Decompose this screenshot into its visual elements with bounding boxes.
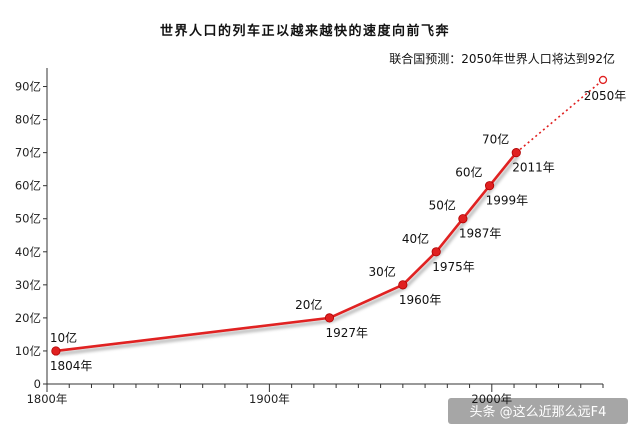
data-point [431,247,441,257]
chart-subtitle: 联合国预测：2050年世界人口将达到92亿 [389,51,615,66]
x-tick-label: 1900年 [249,392,290,406]
value-label: 50亿 [429,198,456,213]
value-label: 20亿 [295,297,322,312]
y-tick-label: 30亿 [15,278,41,292]
value-label: 60亿 [455,165,482,180]
data-point [324,313,335,323]
projection-line [515,79,604,154]
projection-year-label: 2050年 [584,89,627,103]
y-tick-label: 90亿 [15,80,41,94]
y-tick-label: 20亿 [15,311,41,325]
axes: 0 10亿 20亿 30亿 40亿 50亿 60亿 70亿 80亿 90亿 1800年 1900年 20… [15,68,604,406]
value-label: 70亿 [482,132,509,147]
value-label: 30亿 [369,264,396,279]
data-point [458,214,468,224]
projection-point [598,75,608,85]
data-point [484,181,495,191]
y-tick-label: 10亿 [15,344,41,358]
year-label: 1927年 [325,326,368,340]
year-label: 1975年 [432,260,475,274]
x-tick-label: 1800年 [27,392,68,406]
year-label: 2011年 [512,161,555,175]
y-tick-label: 80亿 [15,113,41,127]
watermark: 头条 @这么近那么远F4 [448,398,628,424]
x-tick-label: 2000年 [471,392,512,406]
data-point [398,280,408,290]
year-label: 1999年 [486,194,529,208]
data-point [511,148,521,158]
y-tick-label: 40亿 [15,245,41,259]
y-tick-label: 60亿 [15,179,41,193]
year-label: 1960年 [399,293,442,307]
population-line [55,151,518,353]
y-tick-label: 50亿 [15,212,41,226]
value-label: 40亿 [402,231,429,246]
watermark-text: 头条 @这么近那么远F4 [470,404,607,420]
chart-title: 世界人口的列车正以越来越快的速度向前飞奔 [160,23,450,39]
y-tick-label: 0 [34,377,41,391]
value-label: 10亿 [50,330,77,345]
year-label: 1987年 [459,227,502,241]
y-tick-label: 70亿 [15,146,41,160]
data-point [51,346,61,356]
year-label: 1804年 [50,359,93,373]
